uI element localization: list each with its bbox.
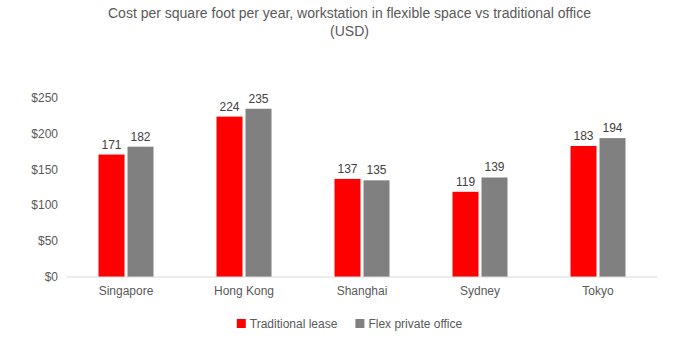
y-tick-label: $0 bbox=[45, 270, 59, 284]
x-tick-label: Hong Kong bbox=[214, 284, 274, 298]
bar bbox=[99, 155, 125, 277]
background bbox=[0, 0, 699, 358]
bar bbox=[571, 146, 597, 277]
x-tick-label: Sydney bbox=[460, 284, 500, 298]
title: Cost per square foot per year, workstati… bbox=[108, 5, 591, 39]
y-tick-label: $50 bbox=[38, 234, 58, 248]
tick-mark bbox=[66, 133, 67, 134]
data-label: 135 bbox=[366, 163, 386, 177]
y-tick-label: $150 bbox=[31, 163, 58, 177]
data-label: 139 bbox=[484, 160, 504, 174]
data-label: 182 bbox=[130, 130, 150, 144]
tick-mark bbox=[66, 169, 67, 170]
legend: Traditional lease Flex private office bbox=[237, 317, 463, 331]
legend-swatch bbox=[237, 319, 246, 328]
x-tick-label: Shanghai bbox=[337, 284, 388, 298]
legend-label: Flex private office bbox=[368, 317, 462, 331]
bars bbox=[99, 109, 626, 277]
data-label: 119 bbox=[456, 175, 475, 189]
tick-mark bbox=[66, 98, 67, 99]
bar bbox=[364, 180, 390, 277]
data-label: 183 bbox=[573, 129, 593, 143]
data-label: 235 bbox=[248, 92, 268, 106]
title-line: Cost per square foot per year, workstati… bbox=[108, 5, 591, 21]
chart: Cost per square foot per year, workstati… bbox=[0, 0, 699, 358]
bar bbox=[217, 117, 243, 277]
y-tick-label: $250 bbox=[31, 91, 58, 105]
y-tick-label: $100 bbox=[31, 198, 58, 212]
data-label: 137 bbox=[337, 162, 357, 176]
x-tick-label: Tokyo bbox=[582, 284, 614, 298]
data-label: 171 bbox=[101, 138, 121, 152]
bar bbox=[128, 147, 154, 277]
x-axis-line bbox=[67, 277, 657, 278]
legend-swatch bbox=[355, 319, 364, 328]
tick-mark bbox=[66, 205, 67, 206]
x-tick-label: Singapore bbox=[99, 284, 154, 298]
y-tick-label: $200 bbox=[31, 127, 58, 141]
tick-mark bbox=[66, 277, 67, 278]
data-label: 194 bbox=[602, 121, 622, 135]
bar bbox=[246, 109, 272, 277]
bar bbox=[335, 179, 361, 277]
legend-label: Traditional lease bbox=[250, 317, 338, 331]
title-line: (USD) bbox=[330, 23, 369, 39]
data-labels: 171 224 137 119 183 182 235 135 139 194 bbox=[101, 92, 622, 189]
bar bbox=[453, 192, 479, 277]
tick-mark bbox=[66, 241, 67, 242]
bar bbox=[600, 138, 626, 277]
bar bbox=[482, 177, 508, 277]
data-label: 224 bbox=[219, 100, 239, 114]
